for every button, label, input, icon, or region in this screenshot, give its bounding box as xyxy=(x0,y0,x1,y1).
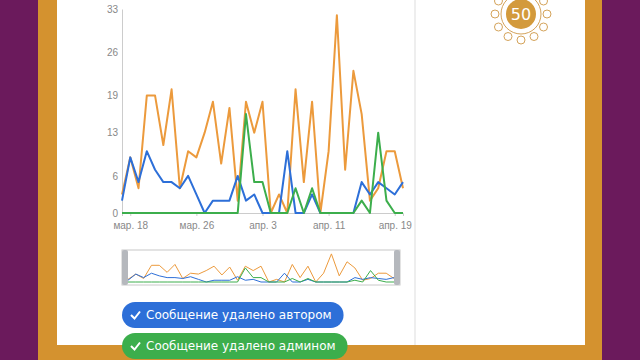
legend-check xyxy=(131,312,140,319)
legend-label[interactable]: Сообщение удалено админом xyxy=(146,339,336,353)
navigator-handle[interactable] xyxy=(394,250,400,285)
series-line xyxy=(122,15,403,213)
badge-ornament xyxy=(543,10,551,18)
x-axis: мар. 18 мар. 26 апр. 3 апр. 11 апр. 19 xyxy=(113,213,412,231)
x-tick-label: апр. 3 xyxy=(249,220,277,231)
x-tick-label: апр. 19 xyxy=(379,220,413,231)
y-tick: 33 xyxy=(107,4,122,15)
badge-ornament xyxy=(517,36,525,44)
legend-pill[interactable] xyxy=(122,302,344,328)
divider xyxy=(415,0,416,345)
page: 50 0 6 13 19 26 33 мар. 18 мар. 26 апр. 3 апр. 11 а… xyxy=(0,0,640,360)
navigator[interactable] xyxy=(122,250,400,285)
x-tick-label: мар. 18 xyxy=(113,220,148,231)
navigator-line xyxy=(128,254,394,282)
badge-circle xyxy=(506,0,536,29)
x-tick: мар. 26 xyxy=(180,213,215,231)
y-tick: 26 xyxy=(107,47,122,58)
badge-text: 50 xyxy=(511,5,531,24)
legend-label[interactable]: Сообщение удалено автором xyxy=(146,308,332,322)
legend-item[interactable]: Сообщение удалено автором xyxy=(122,302,344,328)
y-axis: 0 6 13 19 26 33 xyxy=(107,4,123,219)
badge-ornament xyxy=(494,0,502,5)
badge-ornament xyxy=(530,33,538,41)
navigator-handle[interactable] xyxy=(122,250,128,285)
y-tick-label: 13 xyxy=(107,127,119,138)
badge-ring xyxy=(501,0,541,34)
y-tick-label: 6 xyxy=(112,171,118,182)
badge-ornament xyxy=(540,0,548,5)
y-tick-label: 0 xyxy=(112,208,118,219)
x-tick-label: апр. 11 xyxy=(313,220,346,231)
y-tick-label: 19 xyxy=(107,90,119,101)
y-tick: 19 xyxy=(107,90,122,101)
x-tick-label: мар. 26 xyxy=(180,220,215,231)
y-tick: 6 xyxy=(112,171,122,182)
navigator-frame[interactable] xyxy=(122,250,400,285)
y-tick-label: 33 xyxy=(107,4,119,15)
y-tick: 0 xyxy=(112,208,122,219)
background xyxy=(0,0,640,360)
panel xyxy=(57,0,585,345)
legend-item[interactable]: Сообщение удалено админом xyxy=(122,333,348,359)
legend-pill[interactable] xyxy=(122,333,348,359)
badge: 50 xyxy=(491,0,551,44)
frame xyxy=(38,0,602,360)
badge-ornament xyxy=(540,23,548,31)
x-tick: апр. 19 xyxy=(379,213,413,231)
y-tick: 13 xyxy=(107,127,122,138)
x-tick: апр. 3 xyxy=(249,213,277,231)
y-axis-line xyxy=(122,10,123,214)
badge-ornament xyxy=(494,23,502,31)
series-line xyxy=(122,114,403,213)
x-tick: мар. 18 xyxy=(113,213,148,231)
x-tick: апр. 11 xyxy=(313,213,346,231)
navigator-line xyxy=(128,268,394,282)
badge-ornament xyxy=(504,33,512,41)
plot-area xyxy=(122,15,403,213)
legend-check xyxy=(131,343,140,350)
y-tick-label: 26 xyxy=(107,47,119,58)
badge-ornament xyxy=(491,10,499,18)
